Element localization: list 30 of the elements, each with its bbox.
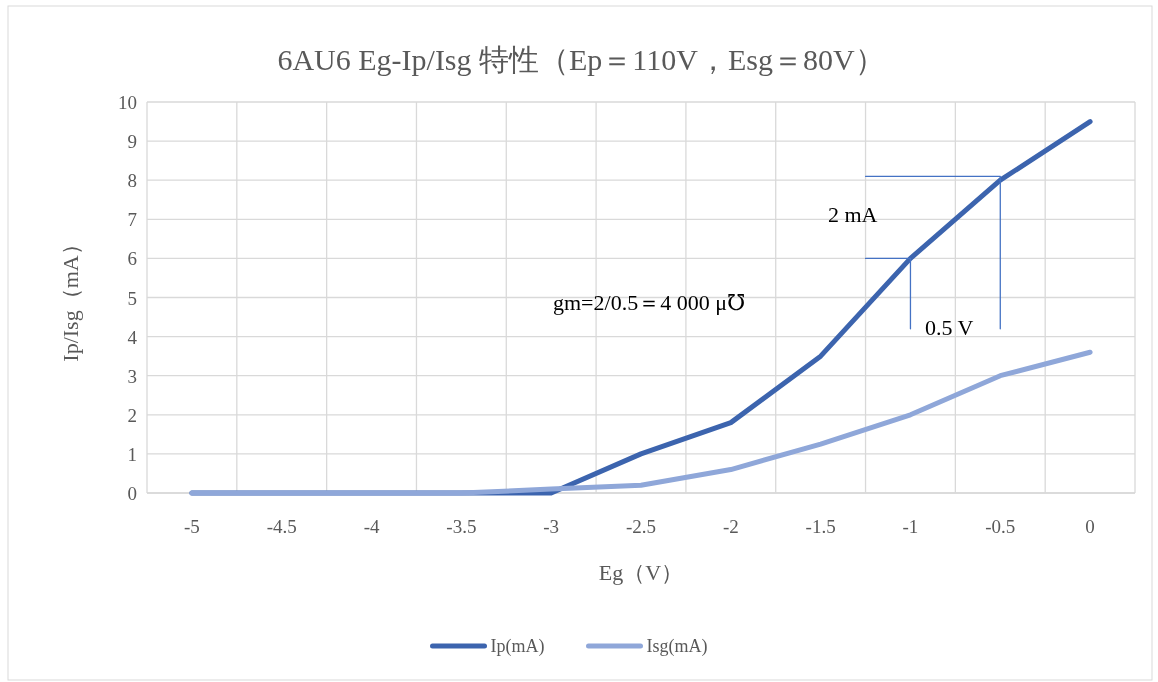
x-tick-label: -2 bbox=[722, 516, 739, 537]
x-axis-title: Eg（V） bbox=[598, 560, 684, 585]
y-tick-label: 9 bbox=[127, 131, 137, 153]
y-tick-label: 5 bbox=[127, 287, 137, 309]
x-tick-label: -3.5 bbox=[446, 516, 477, 537]
y-tick-label: 7 bbox=[127, 209, 137, 231]
y-axis-title: Ip/Isg（mA） bbox=[58, 233, 83, 362]
x-tick-label: -4 bbox=[363, 516, 380, 537]
legend-label: Ip(mA) bbox=[490, 636, 545, 657]
x-tick-label: -4.5 bbox=[266, 516, 297, 537]
annotation: 0.5 V bbox=[925, 315, 974, 340]
x-tick-label: 0 bbox=[1085, 516, 1095, 537]
annotation: gm=2/0.5＝4 000 μ℧ bbox=[553, 290, 746, 315]
x-tick-label: -1 bbox=[902, 516, 919, 537]
y-tick-label: 2 bbox=[127, 404, 137, 426]
annotation: 2 mA bbox=[828, 202, 878, 227]
x-tick-label: -1.5 bbox=[805, 516, 836, 537]
x-tick-label: -3 bbox=[543, 516, 560, 537]
legend-label: Isg(mA) bbox=[646, 636, 708, 657]
y-tick-label: 1 bbox=[127, 443, 137, 465]
y-tick-label: 10 bbox=[118, 92, 137, 113]
x-tick-label: -5 bbox=[184, 516, 200, 537]
y-tick-label: 4 bbox=[127, 326, 138, 348]
y-tick-label: 3 bbox=[127, 365, 137, 387]
chart-title: 6AU6 Eg-Ip/Isg 特性（Ep＝110V，Esg＝80V） bbox=[277, 43, 885, 76]
x-tick-label: -2.5 bbox=[625, 516, 657, 537]
y-tick-label: 6 bbox=[127, 248, 137, 270]
x-tick-label: -0.5 bbox=[985, 516, 1016, 537]
y-tick-label: 0 bbox=[127, 483, 137, 504]
y-tick-label: 8 bbox=[127, 170, 137, 192]
